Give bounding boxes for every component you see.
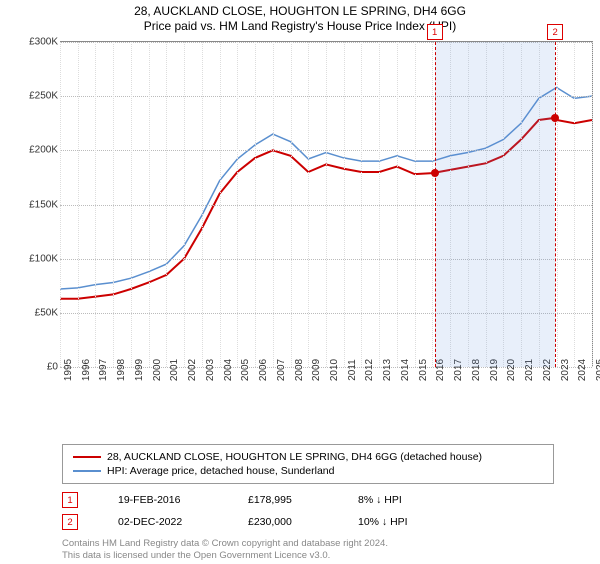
event-vline [435, 42, 436, 367]
x-axis-label: 2002 [187, 359, 198, 381]
x-axis-label: 2005 [240, 359, 251, 381]
x-gridline [397, 42, 398, 367]
x-gridline [344, 42, 345, 367]
y-axis-label: £300K [28, 37, 58, 48]
tx-delta: 10% ↓ HPI [358, 516, 408, 528]
x-gridline [220, 42, 221, 367]
x-gridline [78, 42, 79, 367]
x-gridline [255, 42, 256, 367]
x-gridline [432, 42, 433, 367]
x-gridline [361, 42, 362, 367]
tx-date: 19-FEB-2016 [118, 494, 208, 506]
footer-attribution: Contains HM Land Registry data © Crown c… [62, 538, 600, 562]
transactions-table: 1 19-FEB-2016 £178,995 8% ↓ HPI 2 02-DEC… [62, 492, 600, 530]
legend-swatch-hpi [73, 470, 101, 473]
y-axis-label: £250K [28, 91, 58, 102]
x-gridline [379, 42, 380, 367]
x-axis-label: 2009 [311, 359, 322, 381]
chart-title: 28, AUCKLAND CLOSE, HOUGHTON LE SPRING, … [0, 4, 600, 18]
x-gridline [326, 42, 327, 367]
x-axis-label: 2025 [595, 359, 600, 381]
x-gridline [273, 42, 274, 367]
y-axis-label: £200K [28, 145, 58, 156]
x-axis-label: 1997 [98, 359, 109, 381]
x-axis-label: 1999 [134, 359, 145, 381]
legend-label-property: 28, AUCKLAND CLOSE, HOUGHTON LE SPRING, … [107, 451, 482, 463]
tx-price: £178,995 [248, 494, 318, 506]
chart-subtitle: Price paid vs. HM Land Registry's House … [0, 19, 600, 33]
legend: 28, AUCKLAND CLOSE, HOUGHTON LE SPRING, … [62, 444, 554, 484]
event-marker-2: 2 [547, 24, 563, 40]
x-gridline [291, 42, 292, 367]
transaction-row: 1 19-FEB-2016 £178,995 8% ↓ HPI [62, 492, 600, 508]
x-axis-label: 2012 [364, 359, 375, 381]
x-axis-label: 2011 [347, 359, 358, 381]
x-gridline [60, 42, 61, 367]
tx-date: 02-DEC-2022 [118, 516, 208, 528]
x-gridline [308, 42, 309, 367]
x-axis-label: 2010 [329, 359, 340, 381]
tx-delta: 8% ↓ HPI [358, 494, 402, 506]
y-axis-label: £100K [28, 253, 58, 264]
x-gridline [95, 42, 96, 367]
x-axis-label: 2014 [400, 359, 411, 381]
x-gridline [237, 42, 238, 367]
event-marker-1: 1 [427, 24, 443, 40]
x-axis-label: 1998 [116, 359, 127, 381]
x-axis-label: 2004 [223, 359, 234, 381]
legend-swatch-property [73, 456, 101, 459]
x-axis-label: 1996 [81, 359, 92, 381]
y-axis-label: £0 [28, 362, 58, 373]
x-axis-label: 2008 [294, 359, 305, 381]
shaded-period-band [435, 42, 555, 367]
x-axis-label: 2006 [258, 359, 269, 381]
x-axis-label: 2024 [577, 359, 588, 381]
x-axis-label: 2023 [560, 359, 571, 381]
y-axis-label: £50K [28, 307, 58, 318]
x-gridline [184, 42, 185, 367]
y-axis-label: £150K [28, 199, 58, 210]
x-gridline [592, 42, 593, 367]
marker-1-icon: 1 [62, 492, 78, 508]
x-axis-label: 2007 [276, 359, 287, 381]
x-gridline [574, 42, 575, 367]
x-gridline [202, 42, 203, 367]
x-gridline [166, 42, 167, 367]
legend-row: HPI: Average price, detached house, Sund… [73, 465, 543, 477]
x-gridline [113, 42, 114, 367]
x-gridline [557, 42, 558, 367]
x-axis-label: 2000 [152, 359, 163, 381]
legend-label-hpi: HPI: Average price, detached house, Sund… [107, 465, 334, 477]
price-point-dot [431, 169, 439, 177]
legend-row: 28, AUCKLAND CLOSE, HOUGHTON LE SPRING, … [73, 451, 543, 463]
tx-price: £230,000 [248, 516, 318, 528]
x-axis-label: 2003 [205, 359, 216, 381]
price-point-dot [551, 114, 559, 122]
event-vline [555, 42, 556, 367]
transaction-row: 2 02-DEC-2022 £230,000 10% ↓ HPI [62, 514, 600, 530]
plot-area: £0£50K£100K£150K£200K£250K£300K199519961… [60, 41, 593, 367]
x-gridline [131, 42, 132, 367]
x-axis-label: 2013 [382, 359, 393, 381]
x-axis-label: 1995 [63, 359, 74, 381]
x-axis-label: 2015 [418, 359, 429, 381]
footer-line1: Contains HM Land Registry data © Crown c… [62, 538, 600, 550]
x-gridline [415, 42, 416, 367]
x-axis-label: 2001 [169, 359, 180, 381]
x-gridline [149, 42, 150, 367]
chart-container: £0£50K£100K£150K£200K£250K£300K199519961… [32, 41, 592, 386]
marker-2-icon: 2 [62, 514, 78, 530]
